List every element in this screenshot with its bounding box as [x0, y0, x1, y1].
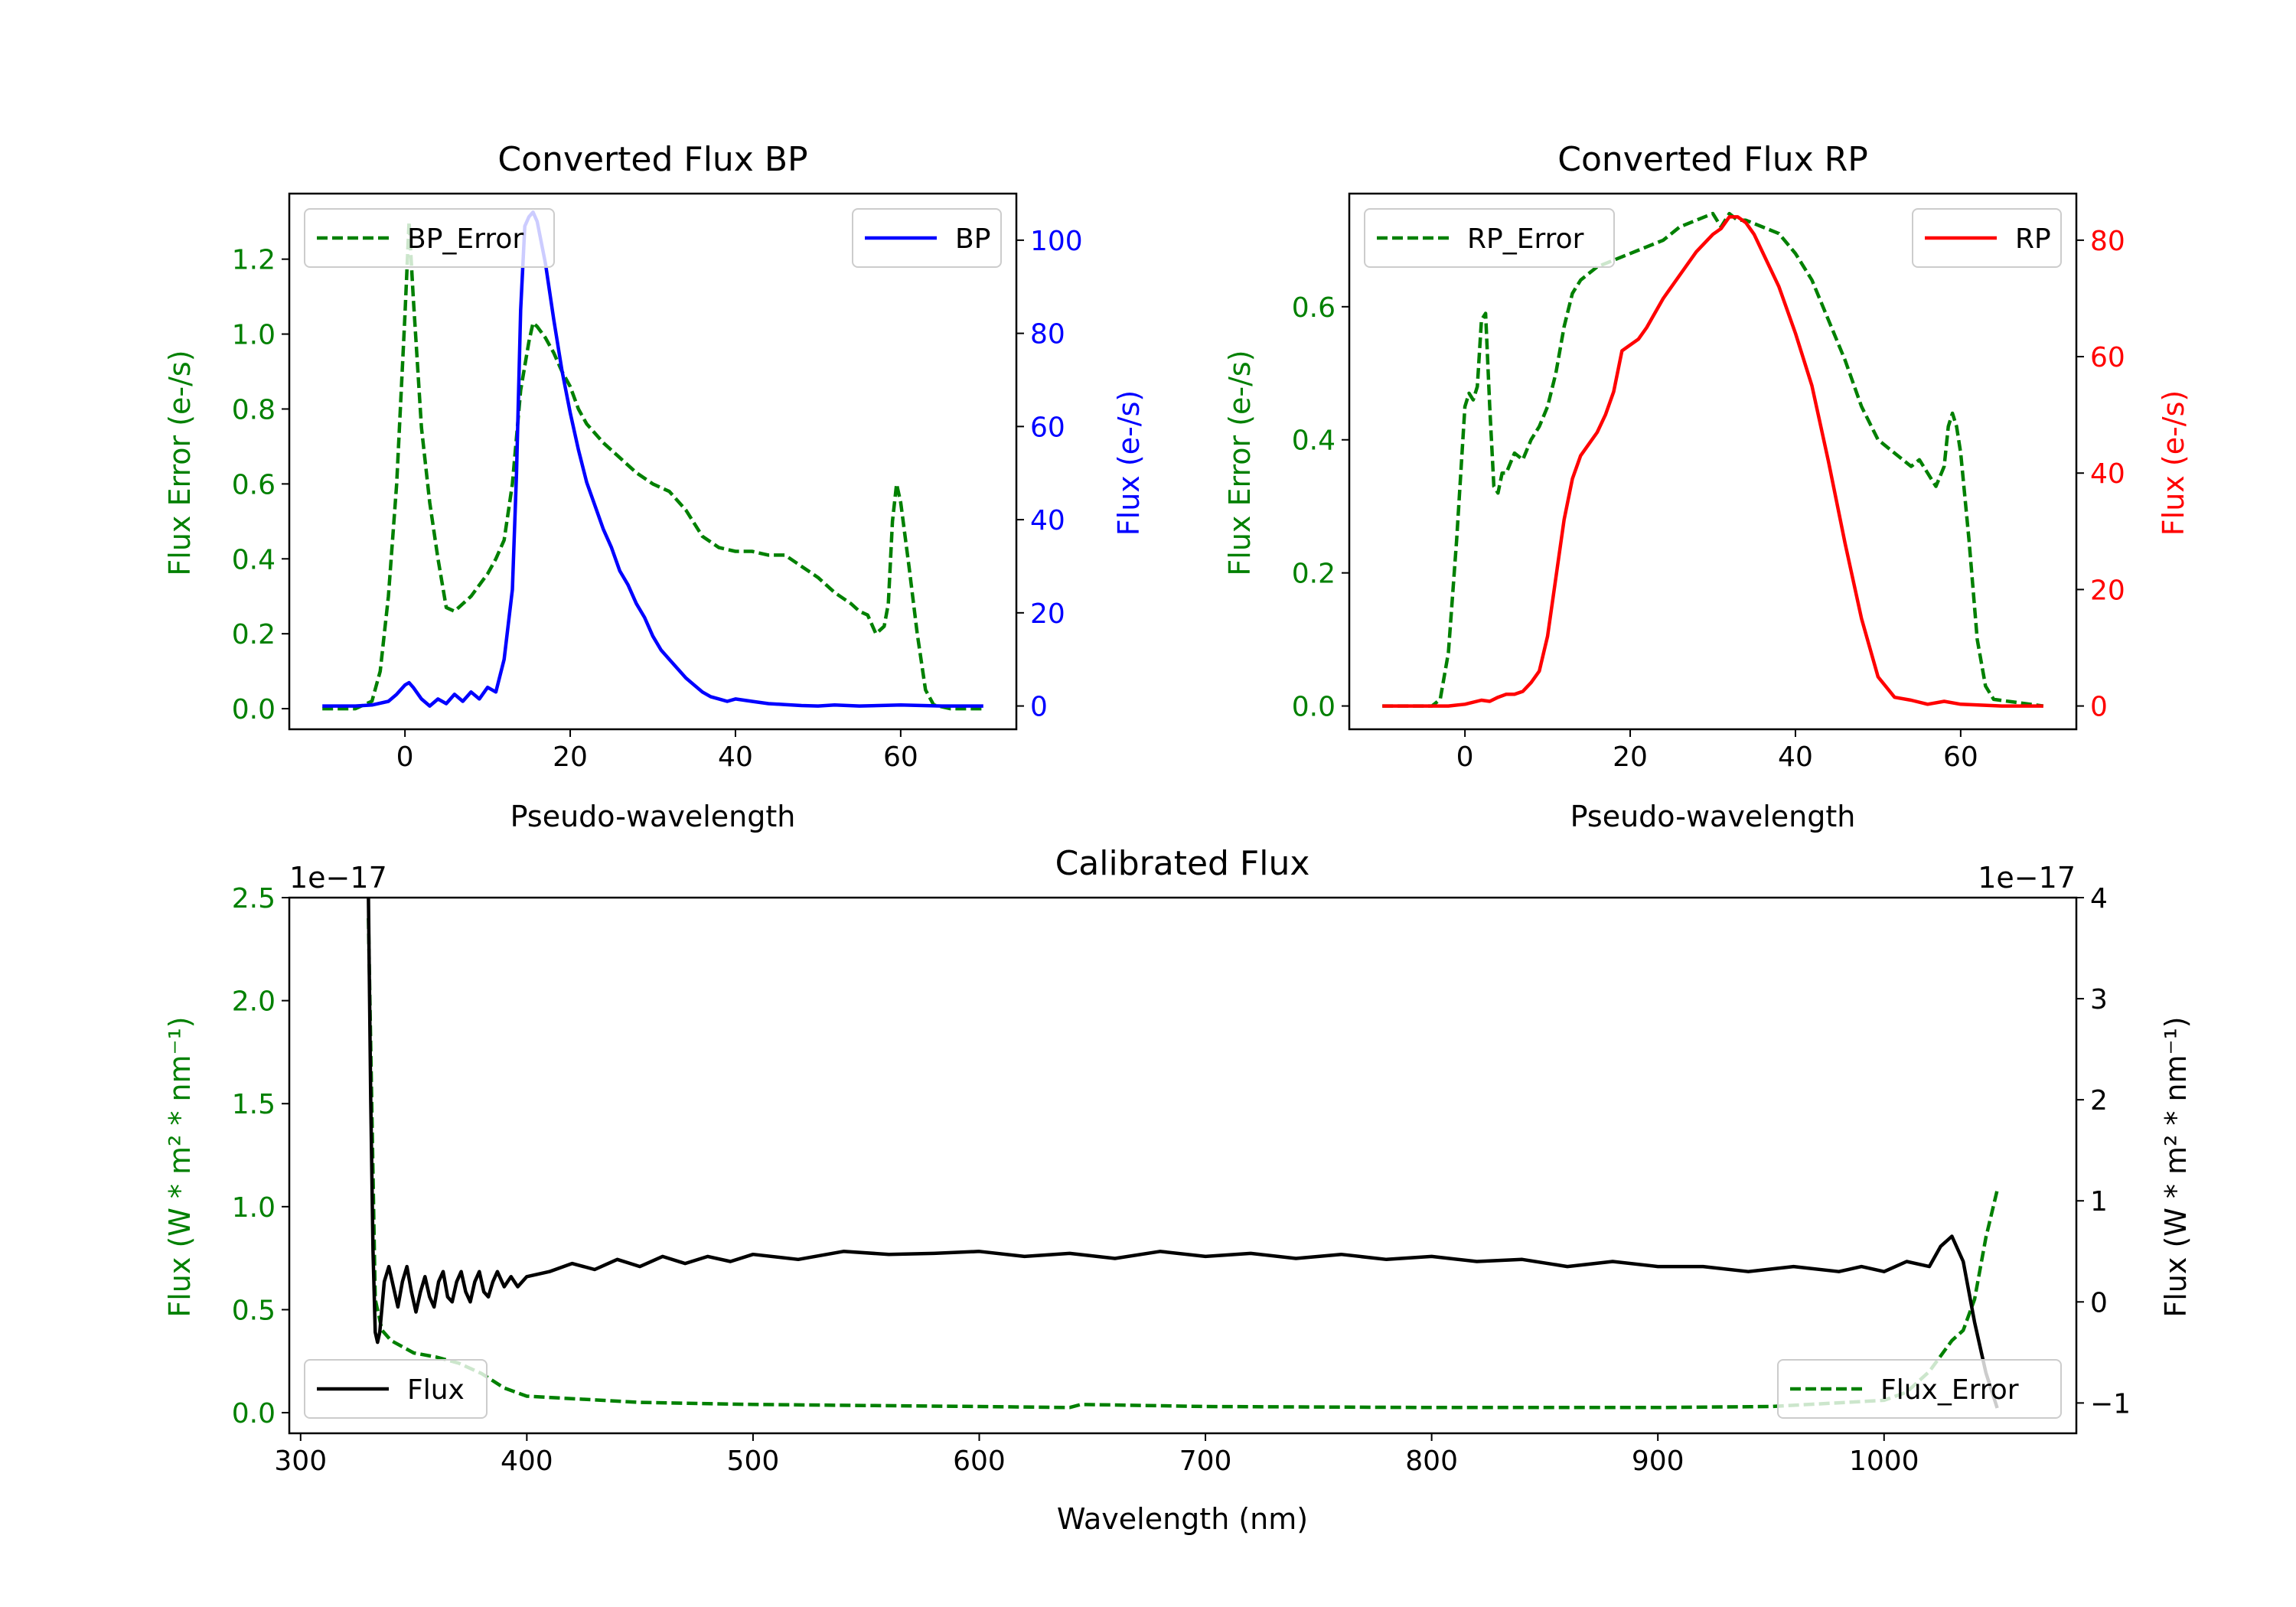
rp-series-rp-error: [1382, 211, 2044, 708]
bp-x-tick-label: 20: [553, 742, 588, 773]
calibrated-right-tick-label: 4: [2090, 883, 2108, 914]
calibrated-x-tick-label: 600: [953, 1446, 1006, 1477]
bp-legend-label: BP_Error: [407, 223, 523, 255]
bp-legend-box: [304, 208, 555, 268]
rp-right-axis-label: Flux (e-/s): [2157, 390, 2190, 536]
bp-right-axis-label: Flux (e-/s): [1112, 390, 1146, 536]
bp-right-tick-label: 0: [1030, 692, 1048, 723]
calibrated-x-tick-label: 300: [274, 1446, 327, 1477]
calibrated-right-tick-label: −1: [2090, 1388, 2131, 1420]
calibrated-left-tick-label: 2.0: [232, 986, 276, 1018]
rp-legend-rp: RP: [1912, 208, 2062, 268]
calibrated-left-axis-label: Flux (W * m² * nm⁻¹): [163, 1016, 197, 1317]
calibrated-x-tick-label: 500: [727, 1446, 780, 1477]
rp-x-axis-label: Pseudo-wavelength: [1570, 800, 1856, 833]
rp-left-tick-label: 0.4: [1292, 425, 1336, 457]
bp-right-tick-label: 40: [1030, 505, 1065, 536]
rp-chart-title: Converted Flux RP: [1557, 140, 1868, 179]
rp-left-axis-label: Flux Error (e-/s): [1223, 350, 1257, 575]
bp-left-tick-label: 1.0: [232, 320, 276, 351]
bp-left-tick-label: 0.6: [232, 469, 276, 500]
calibrated-legend-flux-error: Flux_Error: [1777, 1359, 2062, 1419]
calibrated-right-tick-label: 1: [2090, 1186, 2108, 1217]
calibrated-x-tick-label: 400: [501, 1446, 553, 1477]
calibrated-right-tick-label: 3: [2090, 984, 2108, 1015]
bp-left-axis-label: Flux Error (e-/s): [163, 350, 197, 575]
bp-panel: Converted Flux BP Pseudo-wavelength Flux…: [163, 140, 1146, 833]
calibrated-x-tick-label: 800: [1405, 1446, 1458, 1477]
calibrated-legend-box: [304, 1359, 488, 1419]
bp-right-tick-label: 80: [1030, 319, 1065, 350]
calibrated-series-flux-error: [367, 918, 1999, 1410]
bp-legend-bp-error: BP_Error: [304, 208, 555, 268]
calibrated-x-axis-label: Wavelength (nm): [1057, 1502, 1308, 1536]
rp-right-tick-label: 20: [2090, 575, 2125, 606]
calibrated-x-tick-label: 700: [1179, 1446, 1232, 1477]
bp-chart-title: Converted Flux BP: [497, 140, 807, 179]
rp-x-tick-label: 0: [1456, 742, 1474, 773]
rp-legend-rp-error: RP_Error: [1364, 208, 1615, 268]
rp-left-tick-label: 0.0: [1292, 692, 1336, 723]
calibrated-legend-flux: Flux: [304, 1359, 488, 1419]
rp-plot-frame: [1348, 192, 2078, 731]
bp-left-tick-label: 1.2: [232, 245, 276, 276]
rp-left-tick-label: 0.6: [1292, 292, 1336, 324]
rp-legend-box: [1364, 208, 1615, 268]
calibrated-left-tick-label: 0.0: [232, 1398, 276, 1429]
rp-x-tick-label: 40: [1778, 742, 1813, 773]
bp-x-tick-label: 40: [718, 742, 753, 773]
rp-legend-label: RP: [2015, 223, 2051, 255]
bp-left-tick-label: 0.8: [232, 394, 276, 425]
bp-legend-bp: BP: [852, 208, 1002, 268]
bp-right-tick-label: 100: [1030, 226, 1083, 257]
calibrated-legend-label: Flux_Error: [1880, 1374, 2019, 1406]
bp-series-bp: [322, 210, 983, 708]
calibrated-chart-title: Calibrated Flux: [1055, 844, 1310, 883]
bp-left-tick-label: 0.4: [232, 544, 276, 575]
bp-left-tick-label: 0.2: [232, 619, 276, 650]
bp-x-tick-label: 60: [883, 742, 918, 773]
rp-left-tick-label: 0.2: [1292, 559, 1336, 590]
calibrated-right-tick-label: 2: [2090, 1085, 2108, 1116]
bp-x-axis-label: Pseudo-wavelength: [510, 800, 796, 833]
bp-legend-label: BP: [955, 223, 990, 255]
rp-legend-label: RP_Error: [1467, 223, 1584, 255]
calibrated-series-flux: [367, 898, 1999, 1409]
calibrated-left-tick-label: 1.0: [232, 1192, 276, 1224]
rp-right-tick-label: 80: [2090, 226, 2125, 257]
bp-left-tick-label: 0.0: [232, 694, 276, 725]
bp-plot-frame: [288, 192, 1018, 731]
calibrated-left-tick-label: 2.5: [232, 883, 276, 914]
bp-x-tick-label: 0: [396, 742, 414, 773]
calibrated-left-tick-label: 1.5: [232, 1089, 276, 1120]
bp-right-tick-label: 20: [1030, 598, 1065, 630]
calibrated-right-offset-text: 1e−17: [1978, 861, 2076, 895]
rp-right-tick-label: 60: [2090, 342, 2125, 373]
calibrated-right-tick-label: 0: [2090, 1287, 2108, 1319]
calibrated-x-tick-label: 1000: [1849, 1446, 1919, 1477]
bp-series-bp-error: [322, 220, 983, 711]
rp-panel: Converted Flux RP Pseudo-wavelength Flux…: [1223, 140, 2190, 833]
rp-series-rp: [1382, 215, 2043, 708]
calibrated-legend-box: [1777, 1359, 2062, 1419]
calibrated-x-tick-label: 900: [1632, 1446, 1684, 1477]
rp-x-tick-label: 20: [1613, 742, 1648, 773]
calibrated-legend-label: Flux: [407, 1374, 465, 1406]
calibrated-plot-frame: [288, 896, 2078, 1435]
calibrated-panel: Calibrated Flux Wavelength (nm) Flux (W …: [163, 844, 2193, 1536]
calibrated-left-offset-text: 1e−17: [289, 861, 387, 895]
rp-right-tick-label: 0: [2090, 692, 2108, 723]
calibrated-left-tick-label: 0.5: [232, 1295, 276, 1326]
rp-right-tick-label: 40: [2090, 458, 2125, 490]
bp-right-tick-label: 60: [1030, 412, 1065, 443]
rp-x-tick-label: 60: [1943, 742, 1978, 773]
calibrated-right-axis-label: Flux (W * m² * nm⁻¹): [2159, 1016, 2193, 1317]
